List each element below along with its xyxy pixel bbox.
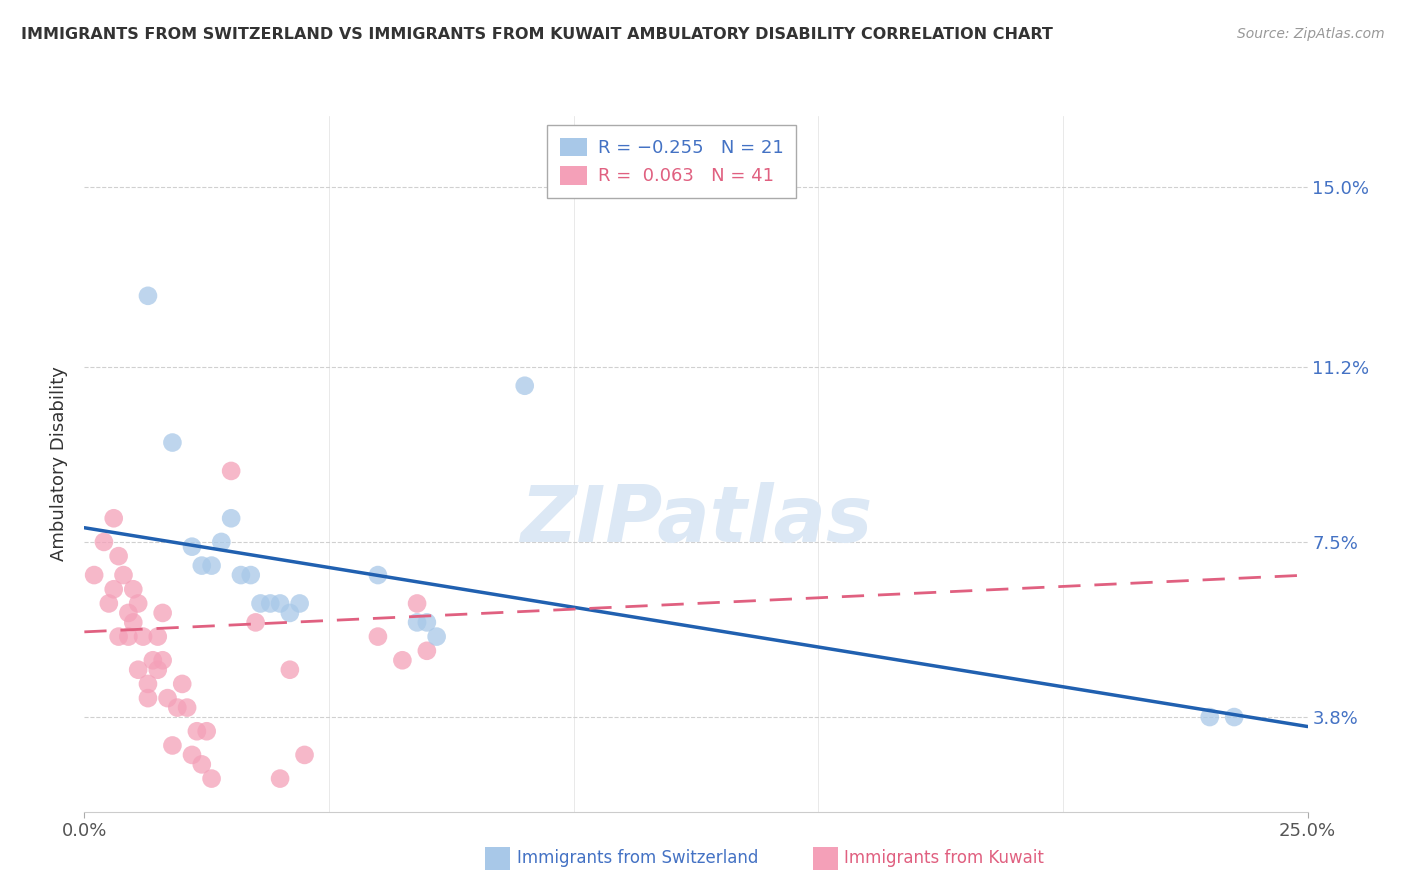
Point bbox=[269, 597, 291, 611]
Point bbox=[172, 677, 194, 691]
Point bbox=[294, 747, 316, 762]
Point bbox=[513, 378, 536, 392]
Point bbox=[191, 558, 214, 573]
Point bbox=[107, 549, 129, 563]
Point bbox=[367, 568, 389, 582]
Point bbox=[239, 568, 262, 582]
Point bbox=[156, 691, 179, 706]
Point bbox=[112, 568, 135, 582]
Point bbox=[406, 597, 429, 611]
Point bbox=[103, 582, 125, 597]
Point bbox=[97, 597, 120, 611]
Point bbox=[136, 289, 159, 303]
Point bbox=[186, 724, 208, 739]
Point bbox=[162, 435, 184, 450]
Point bbox=[162, 739, 184, 753]
Point bbox=[127, 597, 149, 611]
Point bbox=[152, 606, 174, 620]
Point bbox=[259, 597, 281, 611]
Point bbox=[122, 582, 145, 597]
Point bbox=[278, 663, 301, 677]
Point bbox=[132, 630, 155, 644]
Point bbox=[136, 677, 159, 691]
Text: Source: ZipAtlas.com: Source: ZipAtlas.com bbox=[1237, 27, 1385, 41]
Point bbox=[219, 464, 242, 478]
Point bbox=[181, 747, 204, 762]
Y-axis label: Ambulatory Disability: Ambulatory Disability bbox=[51, 367, 69, 561]
Text: Immigrants from Switzerland: Immigrants from Switzerland bbox=[517, 849, 759, 867]
Text: IMMIGRANTS FROM SWITZERLAND VS IMMIGRANTS FROM KUWAIT AMBULATORY DISABILITY CORR: IMMIGRANTS FROM SWITZERLAND VS IMMIGRANT… bbox=[21, 27, 1053, 42]
Point bbox=[142, 653, 165, 667]
Point bbox=[426, 630, 449, 644]
Point bbox=[209, 535, 232, 549]
Point bbox=[245, 615, 267, 630]
Point bbox=[117, 606, 139, 620]
Point bbox=[367, 630, 389, 644]
Point bbox=[117, 630, 139, 644]
Point bbox=[127, 663, 149, 677]
Point bbox=[391, 653, 413, 667]
Point bbox=[146, 663, 169, 677]
Point bbox=[176, 700, 198, 714]
Point bbox=[107, 630, 129, 644]
Point bbox=[219, 511, 242, 525]
Point bbox=[1223, 710, 1246, 724]
Point bbox=[406, 615, 429, 630]
Legend: R = −0.255   N = 21, R =  0.063   N = 41: R = −0.255 N = 21, R = 0.063 N = 41 bbox=[547, 125, 796, 198]
Point bbox=[136, 691, 159, 706]
Point bbox=[249, 597, 271, 611]
Point bbox=[195, 724, 218, 739]
Point bbox=[278, 606, 301, 620]
Point bbox=[1198, 710, 1220, 724]
Point bbox=[416, 644, 439, 658]
Point bbox=[191, 757, 214, 772]
Text: Immigrants from Kuwait: Immigrants from Kuwait bbox=[844, 849, 1043, 867]
Point bbox=[146, 630, 169, 644]
Point bbox=[122, 615, 145, 630]
Point bbox=[416, 615, 439, 630]
Point bbox=[93, 535, 115, 549]
Point bbox=[200, 772, 222, 786]
Point bbox=[181, 540, 204, 554]
Text: ZIPatlas: ZIPatlas bbox=[520, 482, 872, 558]
Point bbox=[288, 597, 311, 611]
Point bbox=[83, 568, 105, 582]
Point bbox=[166, 700, 188, 714]
Point bbox=[269, 772, 291, 786]
Point bbox=[103, 511, 125, 525]
Point bbox=[229, 568, 252, 582]
Point bbox=[200, 558, 222, 573]
Point bbox=[152, 653, 174, 667]
